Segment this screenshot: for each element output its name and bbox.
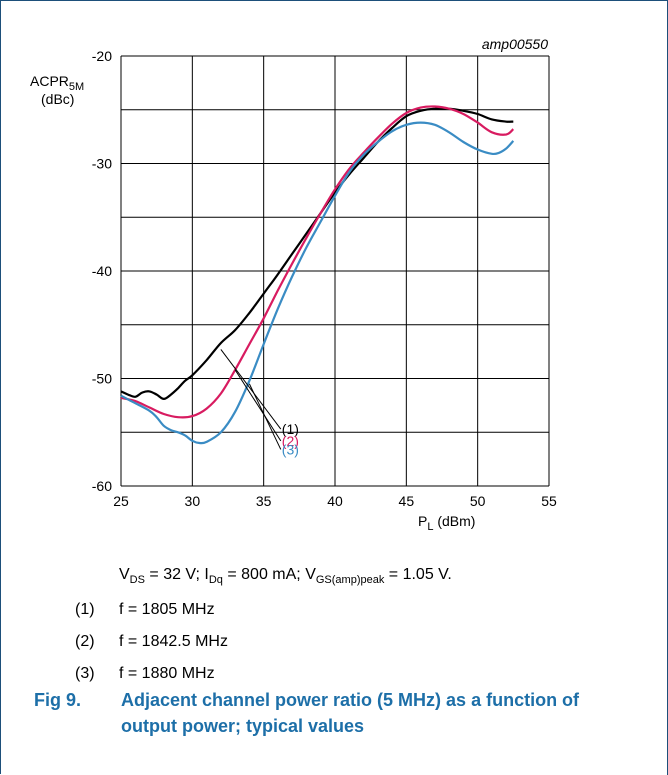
series-line-3	[120, 121, 515, 445]
y-tick-label: -50	[92, 371, 112, 387]
y-tick-label: -60	[92, 478, 112, 494]
chart-callouts: (1)(2)(3)	[220, 349, 299, 457]
series-line-1	[120, 107, 514, 400]
callout-leader-1	[220, 349, 282, 430]
y-axis-unit: (dBc)	[41, 91, 74, 107]
callout-label-2: (2)	[282, 433, 299, 449]
x-tick-label: 45	[399, 493, 415, 509]
x-axis-label: PL (dBm)	[418, 513, 475, 533]
y-tick-label: -20	[92, 48, 112, 64]
acpr-chart: (1)(2)(3) 25 30 35 40 45 50 55-20-30-40-50-60 …	[30, 36, 557, 533]
x-tick-label: 35	[256, 493, 272, 509]
note-1: (1) f = 1805 MHz	[75, 601, 215, 618]
x-tick-label: 55	[541, 493, 557, 509]
callout-leader-2	[234, 369, 282, 442]
y-tick-label: -30	[92, 156, 112, 172]
callout-leader-3	[248, 383, 282, 450]
test-conditions: VDS = 32 V; IDq = 800 mA; VGS(amp)peak =…	[119, 566, 452, 587]
chart-ticks: 25 30 35 40 45 50 55 -20 -30 -40 -50 -60	[92, 48, 557, 509]
chart-series	[120, 105, 515, 445]
series-line-2	[120, 105, 515, 419]
x-tick-label: 50	[470, 493, 486, 509]
callout-label-1: (1)	[282, 421, 299, 437]
chart-id-label: amp00550	[482, 36, 548, 52]
chart-grid	[120, 55, 550, 487]
note-3: (3) f = 1880 MHz	[75, 665, 215, 682]
x-tick-label: 40	[327, 493, 343, 509]
x-tick-label: 25	[113, 493, 129, 509]
x-tick-label: 30	[185, 493, 201, 509]
y-axis-label: ACPR5M	[30, 73, 84, 93]
figure-number: Fig 9.	[34, 690, 82, 710]
figure-title: Adjacent channel power ratio (5 MHz) as …	[121, 690, 580, 736]
y-tick-label: -40	[92, 263, 112, 279]
note-2: (2) f = 1842.5 MHz	[75, 633, 228, 650]
callout-label-3: (3)	[282, 441, 299, 457]
